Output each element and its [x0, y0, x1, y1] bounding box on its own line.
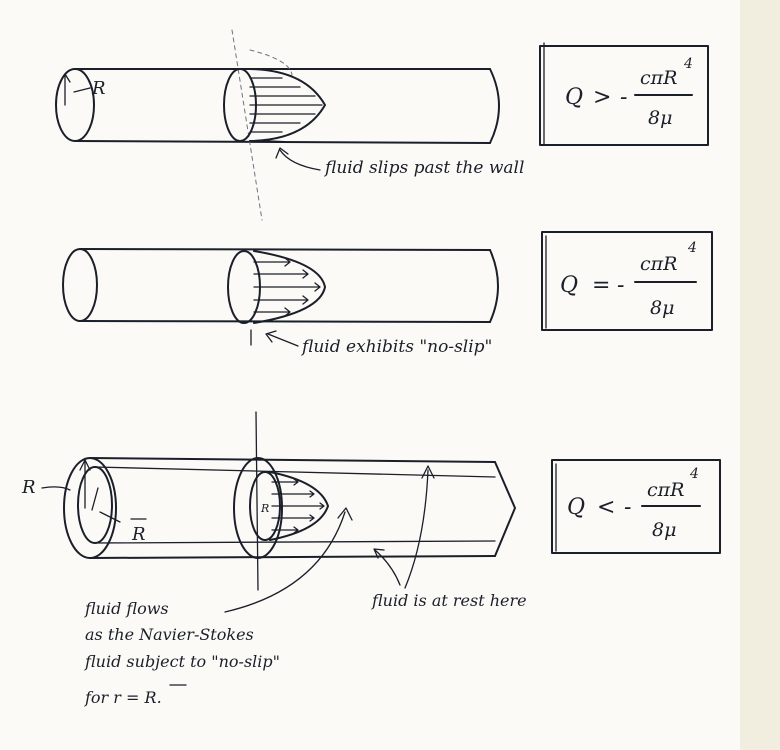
rest-note-arrowhead-1 — [421, 465, 435, 479]
panel-slip: R fluid slips past the wall — [55, 29, 709, 221]
pipe-2-inlet — [62, 248, 98, 322]
panel-no-slip: fluid exhibits "no-slip" Q = - cπR 4 8μ — [62, 231, 713, 357]
inner-radius-line — [91, 487, 99, 511]
formula-1-numerator: cπR — [640, 67, 677, 89]
formula-2-sign: - — [617, 273, 624, 298]
radius-markers-3: R R — [21, 459, 147, 545]
pipe-2 — [62, 248, 499, 323]
formula-3-lhs: Q — [567, 495, 585, 520]
rest-note-pointer-2 — [374, 549, 401, 586]
formula-1-op: > — [593, 85, 611, 110]
formula-2-op: = — [592, 273, 610, 298]
caption-1-arrowhead — [275, 147, 289, 159]
outer-radius-arrowhead — [79, 459, 91, 471]
velocity-profile-partial: R — [233, 457, 329, 559]
formula-3-numerator: cπR — [647, 479, 684, 501]
caption-2-arrowhead — [265, 330, 277, 343]
formula-box-3: Q < - cπR 4 8μ — [551, 459, 721, 554]
note-flow-line-2: as the Navier-Stokes — [85, 625, 254, 644]
outer-radius-pointer — [41, 486, 71, 491]
profile-arrows-2 — [253, 257, 321, 317]
pipe-2-bottom-wall — [79, 320, 491, 323]
flow-note-arrowhead — [337, 507, 353, 521]
pipe-2-outlet — [489, 249, 499, 323]
radius-arrowhead — [59, 73, 71, 83]
formula-3-exponent: 4 — [689, 466, 699, 482]
note-flow-line-1: fluid flows — [84, 599, 169, 618]
guide-line-1 — [231, 29, 263, 221]
note-rest: fluid is at rest here — [371, 591, 527, 610]
pipe-3-outlet — [494, 461, 516, 557]
formula-3-op: < — [597, 495, 615, 520]
pipe-2-top-wall — [79, 248, 491, 251]
partial-profile-curve — [269, 471, 329, 541]
panel-partial: R R R f — [21, 411, 721, 707]
inner-radius-pointer — [99, 511, 121, 523]
caption-slip: fluid slips past the wall — [323, 158, 524, 178]
pipe-3-inlet-inner — [77, 466, 113, 544]
formula-2-lhs: Q — [560, 273, 578, 298]
formula-3-denominator: 8μ — [652, 519, 676, 541]
velocity-profile-no-slip — [227, 250, 326, 324]
formula-1-sign: - — [620, 85, 627, 110]
wall-slip-mark — [261, 140, 286, 143]
pipe-3-bottom-wall — [89, 555, 496, 559]
cross-section-3-outer — [233, 457, 283, 559]
pipe-3 — [63, 457, 516, 559]
pipe-3-inner-bottom — [94, 540, 496, 544]
rest-note-arrowhead-2 — [373, 548, 385, 559]
outer-radius-label: R — [21, 477, 36, 498]
formula-3-sign: - — [624, 495, 631, 520]
formula-1-lhs: Q — [565, 85, 583, 110]
guide-arc-1 — [249, 49, 293, 76]
profile-arrows-3 — [271, 478, 325, 534]
caption-1-pointer — [279, 149, 321, 171]
formula-box-1: Q > - cπR 4 8μ — [539, 42, 709, 146]
slip-profile-curve — [249, 68, 326, 142]
radius-pointer — [73, 87, 91, 93]
caption-no-slip: fluid exhibits "no-slip" — [300, 337, 492, 357]
formula-2-numerator: cπR — [640, 253, 677, 275]
no-slip-profile-curve — [253, 250, 326, 324]
formula-2-exponent: 4 — [687, 240, 697, 256]
note-flow-line-3: fluid subject to "no-slip" — [84, 652, 280, 671]
radius-marker-1: R — [59, 73, 106, 106]
flow-note-pointer — [224, 511, 346, 613]
cross-section-3-label: R — [260, 502, 269, 515]
caption-2-pointer — [267, 333, 299, 347]
formula-box-1-frame — [539, 45, 709, 146]
pipe-3-top-wall — [89, 457, 496, 463]
pipe-3-inner-top — [94, 466, 496, 478]
formula-box-3-frame — [551, 459, 721, 554]
formula-box-2-frame — [541, 231, 713, 331]
profile-lines-1 — [249, 77, 323, 133]
formula-box-2: Q = - cπR 4 8μ — [541, 231, 713, 331]
guide-line-3 — [255, 411, 259, 591]
inner-radius-label: R — [131, 524, 146, 545]
velocity-profile-slip — [223, 68, 326, 143]
formula-1-denominator: 8μ — [648, 107, 672, 129]
radius-label: R — [91, 78, 106, 99]
formula-1-exponent: 4 — [683, 56, 693, 72]
pipe-1-outlet — [489, 68, 500, 144]
rest-note-pointer-1 — [404, 469, 429, 589]
paper-edge — [740, 0, 780, 750]
note-flow-line-4: for r = R. — [84, 688, 162, 707]
formula-2-denominator: 8μ — [650, 297, 674, 319]
